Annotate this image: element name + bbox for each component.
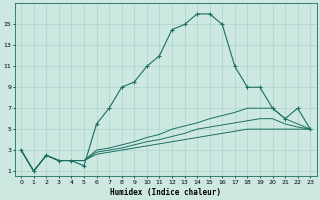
X-axis label: Humidex (Indice chaleur): Humidex (Indice chaleur) [110,188,221,197]
